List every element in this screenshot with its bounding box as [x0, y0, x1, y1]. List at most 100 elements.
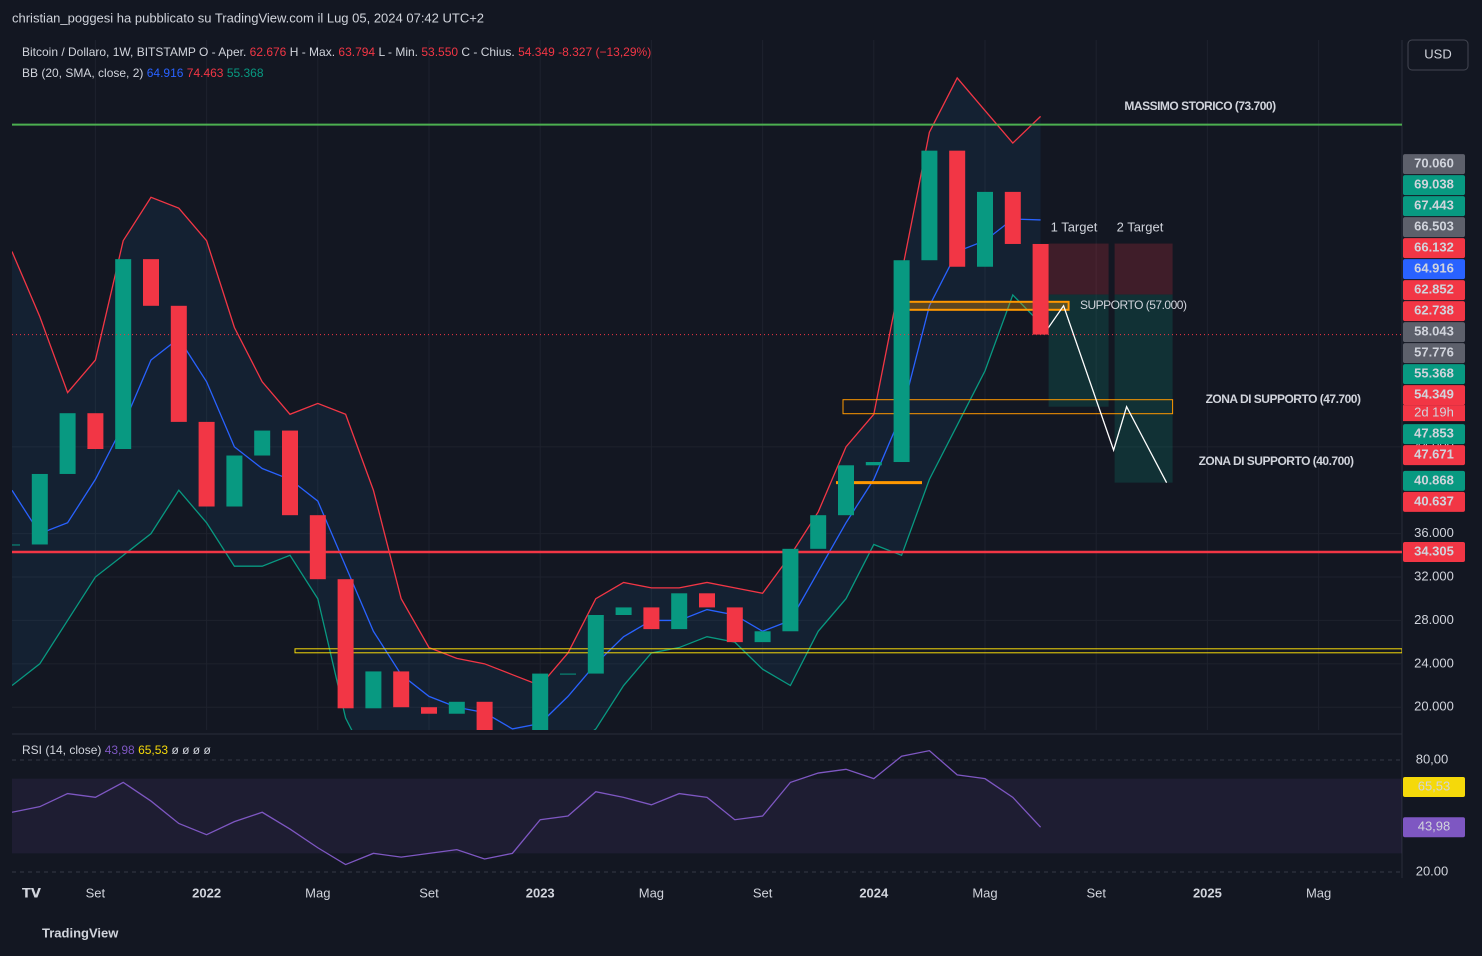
- price-badge-label: 64.916: [1414, 261, 1454, 276]
- legend-bb: BB (20, SMA, close, 2) 64.916 74.463 55.…: [22, 66, 264, 80]
- legend-ohlc: Bitcoin / Dollaro, 1W, BITSTAMP O - Aper…: [22, 45, 651, 59]
- legend-item: -8.327 (−13,29%): [558, 45, 651, 59]
- x-tick-label: Set: [419, 885, 439, 900]
- candle: [560, 673, 576, 675]
- price-badge: [1403, 217, 1465, 238]
- candle: [893, 260, 910, 463]
- legend-item: ø ø ø ø: [171, 743, 211, 757]
- currency-button[interactable]: [1407, 39, 1469, 71]
- projection: [1043, 304, 1168, 483]
- support-zone: [842, 399, 1174, 415]
- annotation: ZONA DI SUPPORTO (47.700): [1206, 392, 1361, 406]
- price-badge-label: 66.503: [1414, 219, 1454, 234]
- rsi-band: [12, 778, 1402, 854]
- candle: [421, 707, 437, 714]
- candle: [393, 671, 410, 708]
- candle: [782, 548, 799, 632]
- candle: [254, 430, 271, 456]
- annotation: ZONA DI SUPPORTO (40.700): [1199, 454, 1354, 468]
- bb-lower: [12, 293, 1042, 730]
- legend-item: L - Min.: [378, 45, 418, 59]
- legend-item: 63.794: [338, 45, 375, 59]
- legend-item: O - Aper.: [199, 45, 246, 59]
- candle: [810, 515, 827, 549]
- x-tick-label: Mag: [639, 885, 664, 900]
- price-badge: [1403, 280, 1465, 301]
- rsi-badge: [1403, 817, 1465, 838]
- price-badge: [1403, 424, 1465, 445]
- yellow-line: [294, 648, 1402, 654]
- x-tick-label: Mag: [305, 885, 330, 900]
- x-tick-label: Mag: [972, 885, 997, 900]
- candle: [87, 413, 104, 450]
- price-badge-label: 57.776: [1414, 345, 1454, 360]
- price-badge: [1403, 470, 1465, 491]
- x-tick-label: 2024: [859, 885, 889, 900]
- price-pane: [12, 40, 1402, 730]
- legend-item: 54.349: [518, 45, 555, 59]
- overlay: 20.00024.00028.00032.00036.00044.000Set2…: [86, 99, 1465, 900]
- target-profit-2: [1114, 294, 1173, 483]
- legend-item: BB (20, SMA, close, 2): [22, 66, 143, 80]
- price-badge: [1403, 343, 1465, 364]
- candle: [671, 593, 688, 630]
- price-badge: [1403, 154, 1465, 175]
- countdown-bg: [1403, 405, 1465, 422]
- bb-upper: [12, 76, 1042, 687]
- x-tick-label: 2025: [1193, 885, 1222, 900]
- x-tick-label: Mag: [1306, 885, 1331, 900]
- candle: [309, 515, 326, 580]
- legend-item: Bitcoin / Dollaro, 1W, BITSTAMP: [22, 45, 196, 59]
- rsi-line: [12, 749, 1042, 866]
- rsi-badge: [1403, 777, 1465, 798]
- price-badge: [1403, 364, 1465, 385]
- rsi-badge-label: 65,53: [1418, 778, 1451, 793]
- rsi-pane: [12, 749, 1402, 873]
- candle: [31, 473, 48, 545]
- candle: [587, 615, 604, 674]
- price-badge: [1403, 259, 1465, 280]
- candle: [643, 607, 660, 630]
- annotation: MASSIMO STORICO (73.700): [1124, 99, 1276, 113]
- legend-item: 64.916: [147, 66, 184, 80]
- price-badge-label: 40.637: [1414, 493, 1454, 508]
- currency[interactable]: USD: [1424, 46, 1451, 61]
- legend-item: 74.463: [187, 66, 224, 80]
- candle: [865, 462, 882, 466]
- candle: [615, 607, 632, 615]
- candle: [532, 673, 549, 730]
- legend-item: C - Chius.: [461, 45, 514, 59]
- candle: [12, 544, 20, 546]
- y-tick-label: 32.000: [1414, 568, 1454, 583]
- y-tick-label: 20.000: [1414, 699, 1454, 714]
- candle: [838, 465, 854, 516]
- legend-item: RSI (14, close): [22, 743, 101, 757]
- price-badge-label: 66.132: [1414, 240, 1454, 255]
- price-badge: [1403, 445, 1465, 466]
- annotation: SUPPORTO (57.000): [1080, 298, 1187, 312]
- target-loss-1: [1048, 243, 1109, 295]
- candle: [699, 593, 715, 608]
- legend-item: 65,53: [138, 743, 168, 757]
- rsi-badge-label: 43,98: [1418, 819, 1451, 834]
- logo: TradingView: [42, 925, 119, 940]
- price-badge: [1403, 301, 1465, 322]
- price-badge-label: 70.060: [1414, 156, 1454, 171]
- candle: [282, 430, 298, 516]
- candle: [754, 631, 771, 643]
- legend-rsi: RSI (14, close) 43,98 65,53 ø ø ø ø: [22, 743, 211, 757]
- rsi-tick-label: 20.00: [1416, 863, 1449, 878]
- candle: [337, 579, 354, 709]
- target-label: 2 Target: [1117, 219, 1164, 234]
- price-badge: [1403, 196, 1465, 217]
- candle: [949, 150, 966, 267]
- price-badge-label: 62.852: [1414, 282, 1454, 297]
- candle: [59, 413, 76, 474]
- x-tick-label: 2023: [526, 885, 555, 900]
- legend-item: 53.550: [421, 45, 458, 59]
- price-badge-label: 55.368: [1414, 366, 1454, 381]
- x-tick-label: Set: [753, 885, 773, 900]
- rsi-tick-label: 80,00: [1416, 751, 1449, 766]
